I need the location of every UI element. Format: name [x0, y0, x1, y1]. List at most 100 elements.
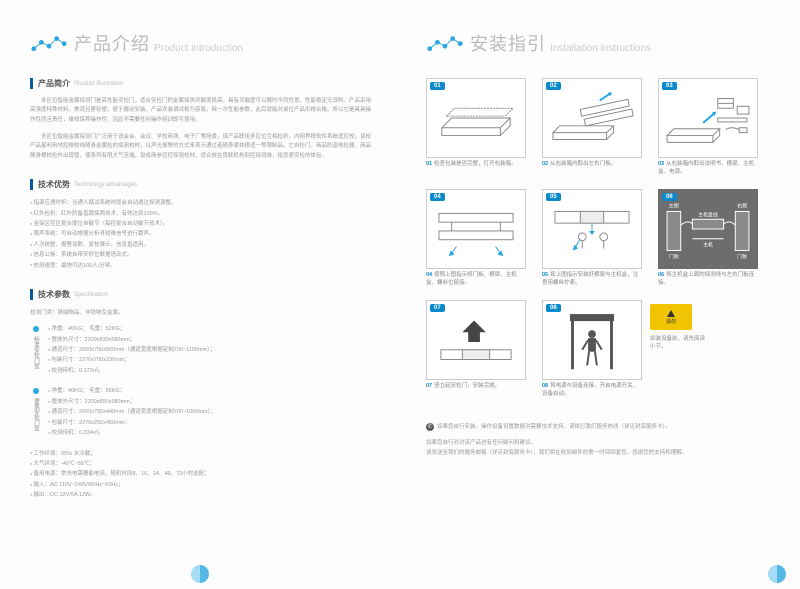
spec-label-text: 标准安检门型 — [32, 336, 40, 369]
list-item: 输出：DC 12V/5A 12W。 — [30, 490, 372, 500]
list-item: 校测待机：0.334㎡。 — [48, 428, 216, 438]
list-item: 通道尺寸：2000x750x440mm（通道宽度根据定制700~1000mm）； — [48, 407, 216, 417]
warn-label: 请勿 — [666, 318, 676, 325]
spec-label-text: 便携安检门型 — [32, 398, 40, 431]
step-img: 07 — [426, 300, 526, 380]
step-03: 03 03从包装箱内取出说明书、横梁、主机盒、电源。 — [658, 78, 758, 185]
step-caption: 02从包装箱内取出左右门板。 — [542, 161, 642, 185]
step-01: 01 01检查包装是否完整，打开包装箱。 — [426, 78, 526, 185]
step-num: 07 — [430, 304, 445, 312]
step-07: 07 07竖立起安检门，安装完成。 — [426, 300, 526, 407]
step-num: 03 — [662, 82, 677, 90]
sec-title: 产品简介 — [38, 78, 70, 89]
list-item: 指源应遇时析：当通人踏试系统时即会自动遇过探测调整。 — [30, 198, 372, 208]
list-item: 工作环境：95% 水冷载； — [30, 449, 372, 459]
page-title-cn: 产品介绍 — [74, 30, 150, 56]
list-item: 净重：40KG； 毛重：52KG； — [48, 324, 215, 334]
step-num: 01 — [430, 82, 445, 90]
list-item: 红外检析：红外防备直跟探两技术，有效达到100%。 — [30, 209, 372, 219]
molecule-icon — [30, 33, 68, 53]
step-img: 08 — [542, 300, 642, 380]
spec-label: 标准安检门型 — [30, 324, 42, 376]
spec-intro: 校测门类：铁磁物品、非铁物及金属。 — [30, 308, 372, 316]
step-num: 05 — [546, 193, 561, 201]
list-item: 整体外尺寸：2200x850x580mm； — [48, 397, 216, 407]
step-num: 04 — [430, 193, 445, 201]
sec-head: 技术优势 Technology advantages — [30, 179, 372, 190]
list-item: 备用电源：常充电需要能电流，随机时间8、16、24、48、72小时选配； — [30, 469, 372, 479]
dot-deco-icon — [31, 386, 41, 396]
note-line: 如果您自行对对该产品进有任何疑问和建议， — [426, 439, 772, 449]
dot-deco-icon — [31, 324, 41, 334]
step-caption: 05按上图指示安装好横梁与主机盒，注意用螺丝拧紧。 — [542, 272, 642, 296]
step-04: 04 04按照上图指示将门板、横梁、主机盒、螺丝位链接。 — [426, 189, 526, 296]
step-img: 03 — [658, 78, 758, 158]
warning-badge: 请勿 — [650, 304, 692, 330]
step-06: 06 左侧 门板 右侧 门板 主机盒线 主机 — [658, 189, 758, 296]
step-08: 08 — [542, 300, 642, 407]
list-item: 校测速度：最快可达100人/分钟。 — [30, 261, 372, 271]
intro-para-2: 多区位智能金属探测门广泛用于设会会、会议、学校商场、电子厂等场景，该产品联用多区… — [30, 133, 372, 161]
step-05: 05 05按上图指示安装好横梁与主机盒，注意用螺丝拧紧。 — [542, 189, 642, 296]
sec-title-en: Specification — [74, 292, 108, 298]
note-line: ✆如果您自行安装，操作设备设置数据对需要技术支持，请拨打我们服务热线（详见封底服… — [426, 423, 772, 433]
svg-text:门板: 门板 — [737, 253, 747, 260]
step-num: 06 — [662, 193, 677, 201]
phone-icon: ✆ — [426, 423, 434, 431]
list-item: 通道尺寸：2000x700x560mm（通道宽度根据定制700~1100mm）； — [48, 345, 215, 355]
list-item: 信息公板：系统自带安好位数据语动式。 — [30, 250, 372, 260]
sec-title: 技术优势 — [38, 179, 70, 190]
page-right: 安装指引 Installation instructions 01 01检查包装… — [400, 0, 800, 589]
spec-list: 净重：40KG； 毛重：55KG； 整体外尺寸：2200x850x580mm； … — [48, 386, 216, 438]
step-caption: 08将电源与设备连接，开启电源开关，设备启动。 — [542, 383, 642, 407]
step-img: 05 — [542, 189, 642, 269]
list-item: 校测待机：0.172㎡。 — [48, 366, 215, 376]
section-advantages: 技术优势 Technology advantages 指源应遇时析：当通人踏试系… — [30, 179, 372, 271]
header-right: 安装指引 Installation instructions — [426, 30, 772, 56]
step-caption: 01检查包装是否完整，打开包装箱。 — [426, 161, 526, 185]
sec-title: 技术参数 — [38, 289, 70, 300]
list-item: 包装尺寸：2270x250x450mm； — [48, 418, 216, 428]
note-line: 请发送至我们的服务邮箱（详见封底服务卡），我们将在收到邮件的第一时间回复您，感谢… — [426, 449, 772, 459]
spec-list: 净重：40KG； 毛重：52KG； 整体外尺寸：2200x830x580mm； … — [48, 324, 215, 376]
label: 左侧 — [669, 203, 679, 210]
sec-bar — [30, 179, 33, 190]
page-left: 产品介绍 Product introduction 产品简介 Product i… — [0, 0, 400, 589]
list-item: 人次统整、报警设数、复核弹示，信息直适用。 — [30, 240, 372, 250]
step-caption: 03从包装箱内取出说明书、横梁、主机盒、电源。 — [658, 161, 758, 185]
section-spec: 技术参数 Specification 校测门类：铁磁物品、非铁物及金属。 标准安… — [30, 289, 372, 501]
page-title-en: Product introduction — [154, 43, 243, 54]
warning-icon — [667, 310, 675, 317]
spec-group-2: 便携安检门型 净重：40KG； 毛重：55KG； 整体外尺寸：2200x850x… — [30, 386, 372, 438]
molecule-icon — [426, 33, 464, 53]
list-item: 大气环境：-40℃~55℃； — [30, 459, 372, 469]
fan-deco-icon — [768, 565, 786, 583]
spec-group-1: 标准安检门型 净重：40KG； 毛重：52KG； 整体外尺寸：2200x830x… — [30, 324, 372, 376]
page-title-en: Installation instructions — [550, 43, 651, 54]
env-list: 工作环境：95% 水冷载； 大气环境：-40℃~55℃； 备用电源：常充电需要能… — [30, 449, 372, 501]
list-item: 输入：AC 110V~240V/50Hz~60Hz； — [30, 480, 372, 490]
list-item: 包装尺寸：2270x700x230mm； — [48, 355, 215, 365]
page-title-cn: 安装指引 — [470, 30, 546, 56]
svg-text:主机盒线: 主机盒线 — [698, 211, 718, 218]
sec-head: 产品简介 Product illustration — [30, 78, 372, 89]
step-img: 01 — [426, 78, 526, 158]
advantage-list: 指源应遇时析：当通人踏试系统时即会自动遇过探测调整。 红外检析：红外防备直跟探两… — [30, 198, 372, 271]
step-num: 02 — [546, 82, 561, 90]
step-img: 02 — [542, 78, 642, 158]
step-caption: 04按照上图指示将门板、横梁、主机盒、螺丝位链接。 — [426, 272, 526, 296]
header-left: 产品介绍 Product introduction — [30, 30, 372, 56]
sec-title-en: Technology advantages — [74, 182, 137, 188]
list-item: 限声系统：可自动根据分析寻较难信号进行跟声。 — [30, 229, 372, 239]
list-item: 金探区控区复合度位自敏节（每控复合自动敏节技术）。 — [30, 219, 372, 229]
step-img: 04 — [426, 189, 526, 269]
notes: ✆如果您自行安装，操作设备设置数据对需要技术支持，请拨打我们服务热线（详见封底服… — [426, 423, 772, 459]
sec-bar — [30, 78, 33, 89]
list-item: 整体外尺寸：2200x830x580mm； — [48, 335, 215, 345]
intro-para-1: 多区位智能金属探测门是高性能安检门，适合安检门的金属探测灵敏度极高，具有灵敏度可… — [30, 97, 372, 125]
step-img: 06 左侧 门板 右侧 门板 主机盒线 主机 — [658, 189, 758, 269]
sec-head: 技术参数 Specification — [30, 289, 372, 300]
section-intro: 产品简介 Product illustration 多区位智能金属探测门是高性能… — [30, 78, 372, 161]
step-caption: 07竖立起安检门，安装完成。 — [426, 383, 526, 407]
fan-deco-icon — [191, 565, 209, 583]
